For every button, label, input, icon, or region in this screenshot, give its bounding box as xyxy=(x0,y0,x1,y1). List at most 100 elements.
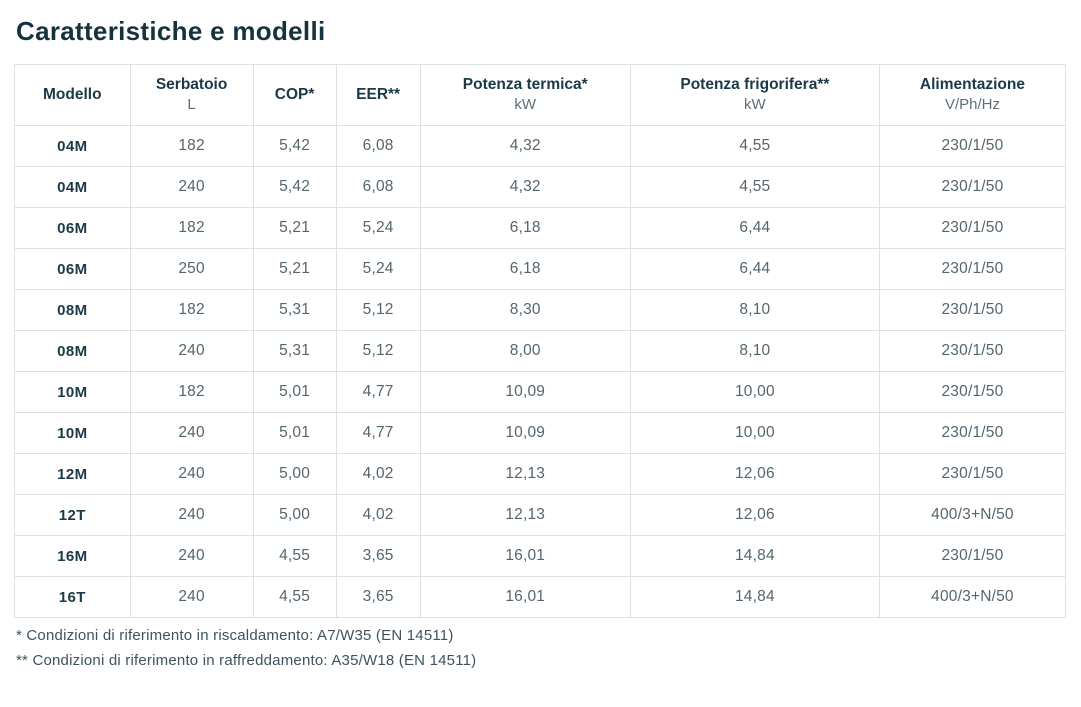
table-row: 12T 240 5,00 4,02 12,13 12,06 400/3+N/50 xyxy=(14,494,1067,536)
cell-cop: 4,55 xyxy=(252,535,337,577)
cell-potenza-frigorifera: 6,44 xyxy=(629,207,880,249)
cell-serbatoio: 240 xyxy=(129,330,254,372)
column-unit: V/Ph/Hz xyxy=(944,95,1000,113)
cell-potenza-termica: 6,18 xyxy=(419,207,631,249)
column-header-potenza-termica: Potenza termica* kW xyxy=(419,64,631,126)
cell-serbatoio: 240 xyxy=(129,535,254,577)
table-row: 10M 240 5,01 4,77 10,09 10,00 230/1/50 xyxy=(14,412,1067,454)
column-label: Potenza frigorifera** xyxy=(680,76,830,94)
header-row: Modello Serbatoio L COP* EER** Potenza termic… xyxy=(14,64,1067,126)
cell-cop: 5,01 xyxy=(252,412,337,454)
cell-cop: 5,42 xyxy=(252,166,337,208)
cell-eer: 6,08 xyxy=(335,166,421,208)
cell-potenza-termica: 10,09 xyxy=(419,371,631,413)
cell-alimentazione: 230/1/50 xyxy=(878,248,1067,290)
cell-potenza-frigorifera: 14,84 xyxy=(629,576,880,618)
cell-cop: 5,31 xyxy=(252,289,337,331)
cell-alimentazione: 230/1/50 xyxy=(878,289,1067,331)
cell-alimentazione: 230/1/50 xyxy=(878,371,1067,413)
cell-eer: 4,77 xyxy=(335,412,421,454)
spec-table: Modello Serbatoio L COP* EER** Potenza termic… xyxy=(14,64,1067,618)
cell-potenza-termica: 8,00 xyxy=(419,330,631,372)
cell-modello: 06M xyxy=(14,248,131,290)
cell-eer: 5,12 xyxy=(335,330,421,372)
spec-table-body: 04M 182 5,42 6,08 4,32 4,55 230/1/50 04M 240 5,42… xyxy=(14,125,1067,618)
cell-potenza-termica: 8,30 xyxy=(419,289,631,331)
cell-modello: 10M xyxy=(14,412,131,454)
cell-modello: 16T xyxy=(14,576,131,618)
cell-potenza-termica: 16,01 xyxy=(419,576,631,618)
column-header-modello: Modello xyxy=(14,64,131,126)
cell-alimentazione: 400/3+N/50 xyxy=(878,576,1067,618)
cell-eer: 4,02 xyxy=(335,494,421,536)
column-unit: kW xyxy=(514,95,537,113)
cell-modello: 08M xyxy=(14,330,131,372)
footnote-cooling: ** Condizioni di riferimento in raffredd… xyxy=(16,651,477,669)
column-label: COP* xyxy=(274,86,315,104)
cell-modello: 16M xyxy=(14,535,131,577)
cell-cop: 5,42 xyxy=(252,125,337,167)
cell-potenza-frigorifera: 10,00 xyxy=(629,412,880,454)
cell-alimentazione: 230/1/50 xyxy=(878,330,1067,372)
cell-potenza-termica: 4,32 xyxy=(419,166,631,208)
cell-cop: 5,00 xyxy=(252,453,337,495)
cell-potenza-frigorifera: 12,06 xyxy=(629,453,880,495)
column-header-potenza-frigorifera: Potenza frigorifera** kW xyxy=(629,64,880,126)
cell-serbatoio: 240 xyxy=(129,412,254,454)
cell-alimentazione: 230/1/50 xyxy=(878,166,1067,208)
cell-eer: 4,77 xyxy=(335,371,421,413)
cell-serbatoio: 182 xyxy=(129,289,254,331)
cell-serbatoio: 240 xyxy=(129,166,254,208)
column-header-cop: COP* xyxy=(252,64,337,126)
footnote-heating: * Condizioni di riferimento in riscaldam… xyxy=(16,627,454,644)
cell-alimentazione: 400/3+N/50 xyxy=(878,494,1067,536)
column-unit: kW xyxy=(744,95,766,113)
cell-modello: 08M xyxy=(14,289,131,331)
cell-cop: 5,31 xyxy=(252,330,337,372)
cell-cop: 5,01 xyxy=(252,371,337,413)
cell-eer: 3,65 xyxy=(335,535,421,577)
cell-eer: 4,02 xyxy=(335,453,421,495)
table-row: 16M 240 4,55 3,65 16,01 14,84 230/1/50 xyxy=(14,535,1067,577)
cell-cop: 4,55 xyxy=(252,576,337,618)
cell-alimentazione: 230/1/50 xyxy=(878,412,1067,454)
cell-serbatoio: 182 xyxy=(129,371,254,413)
column-header-serbatoio: Serbatoio L xyxy=(129,64,254,126)
table-row: 16T 240 4,55 3,65 16,01 14,84 400/3+N/50 xyxy=(14,576,1067,618)
cell-potenza-frigorifera: 8,10 xyxy=(629,289,880,331)
cell-eer: 6,08 xyxy=(335,125,421,167)
cell-modello: 12M xyxy=(14,453,131,495)
footnotes: * Condizioni di riferimento in riscaldam… xyxy=(16,625,1066,672)
cell-eer: 5,12 xyxy=(335,289,421,331)
cell-potenza-termica: 12,13 xyxy=(419,453,631,495)
cell-potenza-frigorifera: 8,10 xyxy=(629,330,880,372)
cell-cop: 5,21 xyxy=(252,207,337,249)
page-title: Caratteristiche e modelli xyxy=(16,16,326,46)
table-row: 12M 240 5,00 4,02 12,13 12,06 230/1/50 xyxy=(14,453,1067,495)
table-row: 08M 182 5,31 5,12 8,30 8,10 230/1/50 xyxy=(14,289,1067,331)
column-label: Alimentazione xyxy=(919,76,1025,94)
cell-modello: 06M xyxy=(14,207,131,249)
cell-cop: 5,00 xyxy=(252,494,337,536)
cell-serbatoio: 240 xyxy=(129,494,254,536)
spec-table-head: Modello Serbatoio L COP* EER** Potenza termic… xyxy=(14,64,1067,126)
table-row: 04M 240 5,42 6,08 4,32 4,55 230/1/50 xyxy=(14,166,1067,208)
cell-potenza-frigorifera: 6,44 xyxy=(629,248,880,290)
cell-serbatoio: 240 xyxy=(129,576,254,618)
cell-alimentazione: 230/1/50 xyxy=(878,125,1067,167)
table-row: 04M 182 5,42 6,08 4,32 4,55 230/1/50 xyxy=(14,125,1067,167)
cell-serbatoio: 240 xyxy=(129,453,254,495)
column-label: Modello xyxy=(43,86,102,104)
cell-potenza-frigorifera: 4,55 xyxy=(629,125,880,167)
cell-alimentazione: 230/1/50 xyxy=(878,207,1067,249)
column-unit: L xyxy=(187,95,196,113)
cell-modello: 04M xyxy=(14,166,131,208)
cell-potenza-frigorifera: 4,55 xyxy=(629,166,880,208)
cell-potenza-frigorifera: 10,00 xyxy=(629,371,880,413)
cell-potenza-frigorifera: 12,06 xyxy=(629,494,880,536)
cell-eer: 5,24 xyxy=(335,248,421,290)
cell-eer: 5,24 xyxy=(335,207,421,249)
cell-modello: 12T xyxy=(14,494,131,536)
cell-potenza-termica: 16,01 xyxy=(419,535,631,577)
